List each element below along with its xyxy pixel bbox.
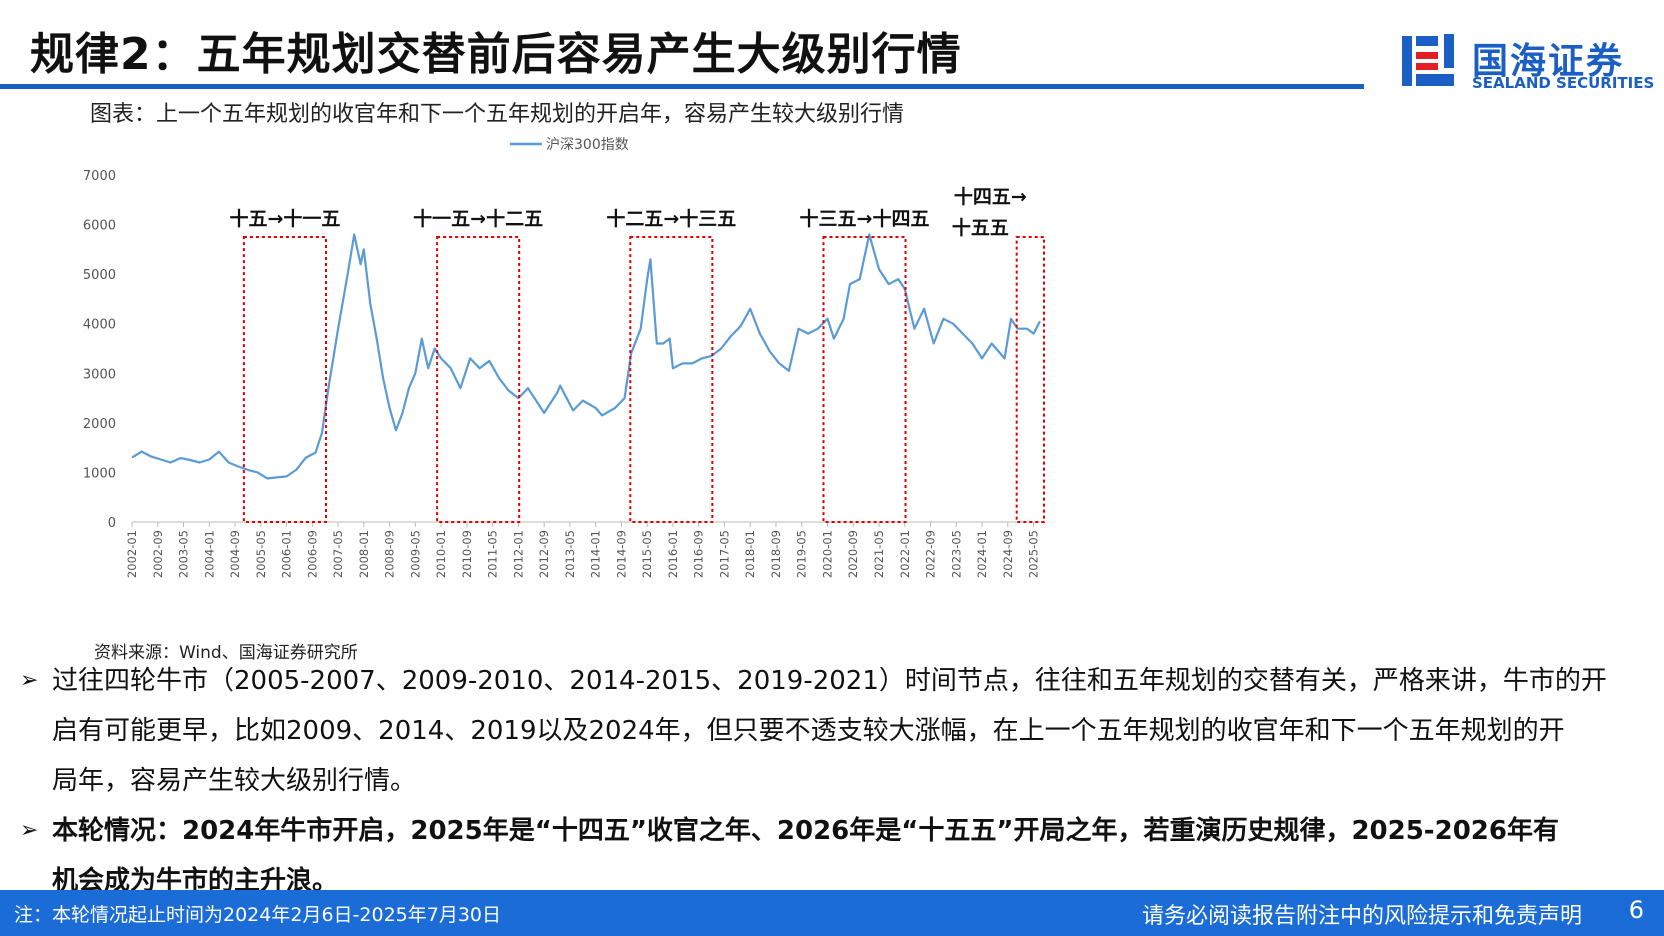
bullet-history: ➢ 过往四轮牛市（2005-2007、2009-2010、2014-2015、2…: [20, 656, 1640, 806]
chart-source: 资料来源：Wind、国海证券研究所: [94, 643, 358, 663]
hs300-line-chart: 沪深300指数 0 1000 2000 3000 4000 5000 6000 7000 2002…: [83, 137, 1045, 578]
x-tick-label: 2006-01: [280, 530, 294, 578]
figure-caption: 图表：上一个五年规划的收官年和下一个五年规划的开启年，容易产生较大级别行情: [90, 102, 905, 127]
x-tick-label: 2015-05: [640, 530, 654, 578]
y-tick-label: 6000: [83, 219, 116, 234]
highlight-label: 十二五→十三五: [606, 207, 736, 230]
brand-name-en: SEALAND SECURITIES: [1472, 74, 1655, 92]
x-tick-label: 2011-05: [486, 530, 500, 578]
highlight-box: [1015, 236, 1045, 523]
highlight-box: [629, 236, 714, 523]
x-tick-label: 2012-01: [511, 530, 525, 578]
highlight-label: 十五五: [952, 216, 1009, 239]
bullet-list: ➢ 过往四轮牛市（2005-2007、2009-2010、2014-2015、2…: [20, 656, 1640, 906]
x-tick-label: 2006-09: [305, 530, 319, 578]
page-number: 6: [1628, 896, 1644, 924]
footer-disclaimer: 请务必阅读报告附注中的风险提示和免责声明: [1141, 904, 1582, 929]
x-tick-label: 2010-09: [460, 530, 474, 578]
brand-name-cn: 国海证券: [1472, 41, 1625, 82]
x-tick-label: 2016-01: [666, 530, 680, 578]
bullet-line: 过往四轮牛市（2005-2007、2009-2010、2014-2015、201…: [52, 666, 1607, 696]
y-tick-label: 4000: [83, 318, 116, 333]
x-tick-label: 2002-01: [125, 530, 139, 578]
highlight-box: [242, 236, 327, 523]
x-tick-label: 2019-05: [795, 530, 809, 578]
y-tick-label: 1000: [83, 466, 116, 481]
sealand-logo-icon: [1402, 34, 1454, 86]
x-tick-label: 2004-01: [202, 530, 216, 578]
highlight-box: [822, 236, 907, 523]
x-tick-label: 2003-05: [177, 530, 191, 578]
x-tick-label: 2018-09: [769, 530, 783, 578]
bullet-line: 本轮情况：2024年牛市开启，2025年是“十四五”收官之年、2026年是“十五…: [52, 816, 1559, 846]
bullet-line: 局年，容易产生较大级别行情。: [52, 766, 417, 796]
x-tick-label: 2002-09: [151, 530, 165, 578]
x-tick-label: 2025-05: [1027, 530, 1041, 578]
x-tick-label: 2008-09: [383, 530, 397, 578]
bullet-arrow-icon: ➢: [20, 818, 39, 843]
bullet-arrow-icon: ➢: [20, 668, 39, 693]
y-tick-label: 0: [108, 516, 116, 531]
x-tick-label: 2022-09: [924, 530, 938, 578]
x-tick-label: 2007-05: [331, 530, 345, 578]
legend-label: 沪深300指数: [546, 137, 629, 153]
bullet-line: 启有可能更早，比如2009、2014、2019以及2024年，但只要不透支较大涨…: [52, 716, 1565, 746]
x-tick-label: 2004-09: [228, 530, 242, 578]
x-tick-label: 2016-09: [692, 530, 706, 578]
footer-bar: 注：本轮情况起止时间为2024年2月6日-2025年7月30日 请务必阅读报告附…: [0, 890, 1664, 936]
x-tick-label: 2024-01: [975, 530, 989, 578]
slide-title: 规律2：五年规划交替前后容易产生大级别行情: [30, 29, 962, 80]
x-tick-label: 2013-05: [563, 530, 577, 578]
x-tick-label: 2018-01: [743, 530, 757, 578]
x-tick-label: 2009-05: [408, 530, 422, 578]
x-tick-label: 2010-01: [434, 530, 448, 578]
x-tick-label: 2014-01: [589, 530, 603, 578]
title-rule: [0, 84, 1364, 89]
footer-note: 注：本轮情况起止时间为2024年2月6日-2025年7月30日: [14, 904, 502, 926]
y-tick-label: 3000: [83, 367, 116, 382]
x-tick-label: 2023-05: [949, 530, 963, 578]
company-logo: 国海证券 SEALAND SECURITIES: [1400, 32, 1654, 94]
x-tick-label: 2024-09: [1001, 530, 1015, 578]
x-tick-label: 2022-01: [898, 530, 912, 578]
highlight-label: 十一五→十二五: [413, 207, 543, 230]
highlight-label: 十四五→: [954, 185, 1027, 208]
x-tick-label: 2012-09: [537, 530, 551, 578]
x-tick-label: 2014-09: [614, 530, 628, 578]
highlight-label: 十五→十一五: [229, 207, 340, 230]
highlight-label: 十三五→十四五: [800, 207, 930, 230]
x-tick-label: 2005-05: [254, 530, 268, 578]
x-tick-label: 2020-09: [846, 530, 860, 578]
highlight-box: [436, 236, 521, 523]
x-tick-label: 2008-01: [357, 530, 371, 578]
bullet-current-cycle: ➢ 本轮情况：2024年牛市开启，2025年是“十四五”收官之年、2026年是“…: [20, 806, 1640, 906]
y-tick-label: 2000: [83, 417, 116, 432]
y-tick-label: 5000: [83, 268, 116, 283]
series-line-hs300: [131, 233, 1041, 480]
x-tick-label: 2017-05: [717, 530, 731, 578]
y-tick-label: 7000: [83, 169, 116, 184]
x-tick-label: 2021-05: [872, 530, 886, 578]
x-tick-label: 2020-01: [820, 530, 834, 578]
